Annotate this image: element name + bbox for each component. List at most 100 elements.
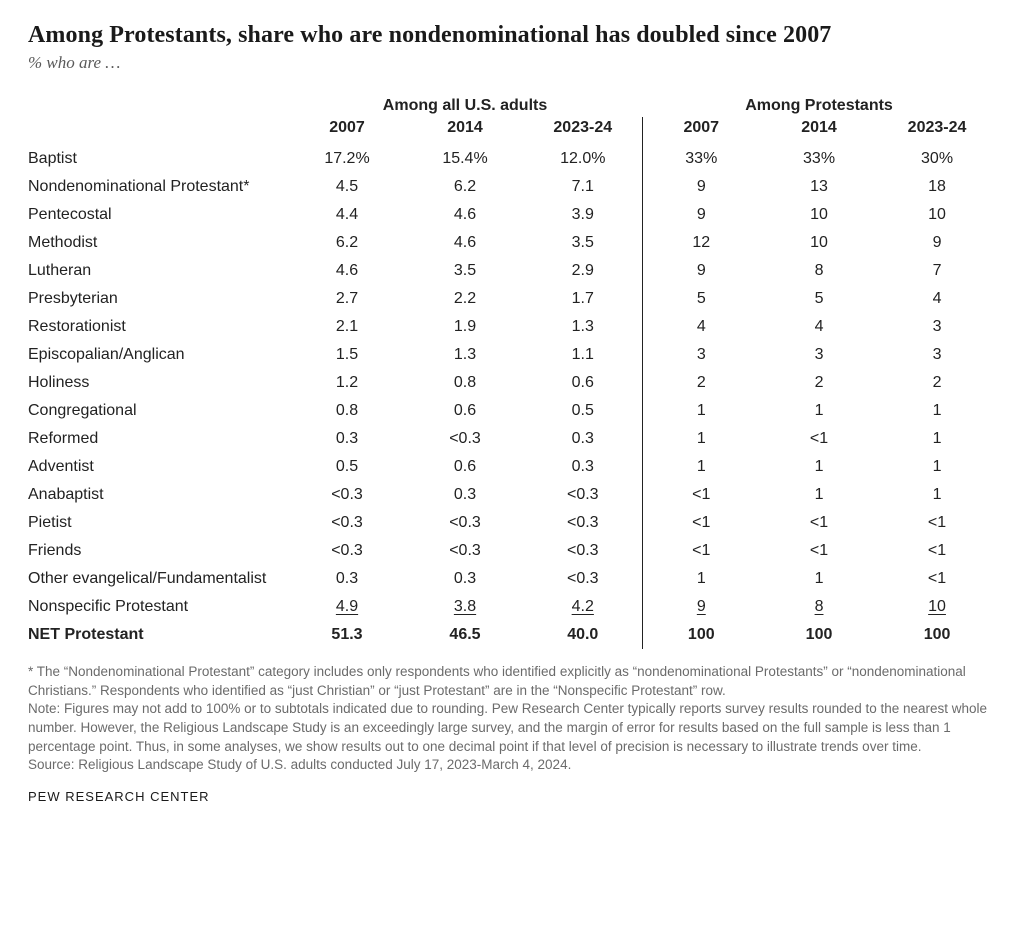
- cell: 2.9: [524, 257, 642, 285]
- table-row: Friends<0.3<0.3<0.3<1<1<1: [28, 537, 996, 565]
- footnotes: * The “Nondenominational Protestant” cat…: [28, 663, 996, 775]
- cell: 0.8: [288, 397, 406, 425]
- cell: 1.7: [524, 285, 642, 313]
- cell: <1: [760, 537, 878, 565]
- cell: 10: [878, 593, 996, 621]
- cell: 4.2: [524, 593, 642, 621]
- cell: <1: [642, 537, 760, 565]
- table-row: Anabaptist<0.30.3<0.3<111: [28, 481, 996, 509]
- cell: 1: [878, 453, 996, 481]
- cell: 1.5: [288, 341, 406, 369]
- footnote-star: * The “Nondenominational Protestant” cat…: [28, 663, 996, 700]
- row-label: Baptist: [28, 145, 288, 173]
- table-row: Holiness1.20.80.6222: [28, 369, 996, 397]
- cell: 2: [878, 369, 996, 397]
- cell: <0.3: [288, 481, 406, 509]
- cell: 30%: [878, 145, 996, 173]
- table-row: Other evangelical/Fundamentalist0.30.3<0…: [28, 565, 996, 593]
- row-label: Holiness: [28, 369, 288, 397]
- cell: 4.6: [288, 257, 406, 285]
- cell: 0.5: [288, 453, 406, 481]
- row-label: Lutheran: [28, 257, 288, 285]
- cell: 1: [760, 481, 878, 509]
- cell: 9: [642, 593, 760, 621]
- cell: 2: [760, 369, 878, 397]
- row-label: Restorationist: [28, 313, 288, 341]
- table-row: Pentecostal4.44.63.991010: [28, 201, 996, 229]
- cell: 8: [760, 593, 878, 621]
- cell: 0.8: [406, 369, 524, 397]
- cell: <0.3: [524, 509, 642, 537]
- cell: 4.9: [288, 593, 406, 621]
- cell: 1: [760, 565, 878, 593]
- cell: <1: [760, 425, 878, 453]
- page-subtitle: % who are …: [28, 53, 996, 73]
- row-label: Presbyterian: [28, 285, 288, 313]
- cell: 7: [878, 257, 996, 285]
- row-label: Other evangelical/Fundamentalist: [28, 565, 288, 593]
- row-label: Reformed: [28, 425, 288, 453]
- table-row: Congregational0.80.60.5111: [28, 397, 996, 425]
- cell: 9: [642, 257, 760, 285]
- cell: 3.9: [524, 201, 642, 229]
- data-table: Among all U.S. adults Among Protestants …: [28, 97, 996, 649]
- cell: <0.3: [288, 537, 406, 565]
- cell: 0.6: [406, 397, 524, 425]
- cell: <0.3: [406, 509, 524, 537]
- cell: <1: [642, 509, 760, 537]
- row-label: Methodist: [28, 229, 288, 257]
- year-header: 2023-24: [524, 117, 642, 145]
- cell: 6.2: [288, 229, 406, 257]
- cell: 1: [878, 397, 996, 425]
- cell: 10: [760, 229, 878, 257]
- cell: 100: [760, 621, 878, 649]
- table-row: Restorationist2.11.91.3443: [28, 313, 996, 341]
- cell: 13: [760, 173, 878, 201]
- year-header: 2014: [406, 117, 524, 145]
- cell: 1: [642, 565, 760, 593]
- cell: 51.3: [288, 621, 406, 649]
- year-header: 2014: [760, 117, 878, 145]
- table-row: Lutheran4.63.52.9987: [28, 257, 996, 285]
- cell: 7.1: [524, 173, 642, 201]
- row-label: Pietist: [28, 509, 288, 537]
- cell: 4.6: [406, 201, 524, 229]
- cell: 1: [642, 425, 760, 453]
- cell: <1: [760, 509, 878, 537]
- cell: 10: [878, 201, 996, 229]
- cell: 0.3: [288, 425, 406, 453]
- row-label: Nonspecific Protestant: [28, 593, 288, 621]
- cell: 1: [642, 453, 760, 481]
- table-row: Presbyterian2.72.21.7554: [28, 285, 996, 313]
- cell: 6.2: [406, 173, 524, 201]
- cell: 1: [642, 397, 760, 425]
- cell: <1: [642, 481, 760, 509]
- row-label: Nondenominational Protestant*: [28, 173, 288, 201]
- cell: 10: [760, 201, 878, 229]
- table-row: Reformed0.3<0.30.31<11: [28, 425, 996, 453]
- cell: 3: [760, 341, 878, 369]
- cell: 3: [878, 313, 996, 341]
- row-label: Adventist: [28, 453, 288, 481]
- cell: 1: [878, 425, 996, 453]
- table-row: NET Protestant51.346.540.0100100100: [28, 621, 996, 649]
- cell: 3.8: [406, 593, 524, 621]
- cell: 33%: [642, 145, 760, 173]
- cell: 4.4: [288, 201, 406, 229]
- cell: <1: [878, 537, 996, 565]
- table-row: Nonspecific Protestant4.93.84.29810: [28, 593, 996, 621]
- table-body: Baptist17.2%15.4%12.0%33%33%30%Nondenomi…: [28, 145, 996, 649]
- cell: 4: [760, 313, 878, 341]
- page-title: Among Protestants, share who are nondeno…: [28, 22, 996, 49]
- year-header: 2023-24: [878, 117, 996, 145]
- cell: 4.5: [288, 173, 406, 201]
- cell: <0.3: [406, 425, 524, 453]
- year-header: 2007: [288, 117, 406, 145]
- year-header: 2007: [642, 117, 760, 145]
- cell: 9: [642, 201, 760, 229]
- cell: 2.2: [406, 285, 524, 313]
- cell: 100: [642, 621, 760, 649]
- cell: <0.3: [288, 509, 406, 537]
- cell: 1.3: [406, 341, 524, 369]
- cell: 46.5: [406, 621, 524, 649]
